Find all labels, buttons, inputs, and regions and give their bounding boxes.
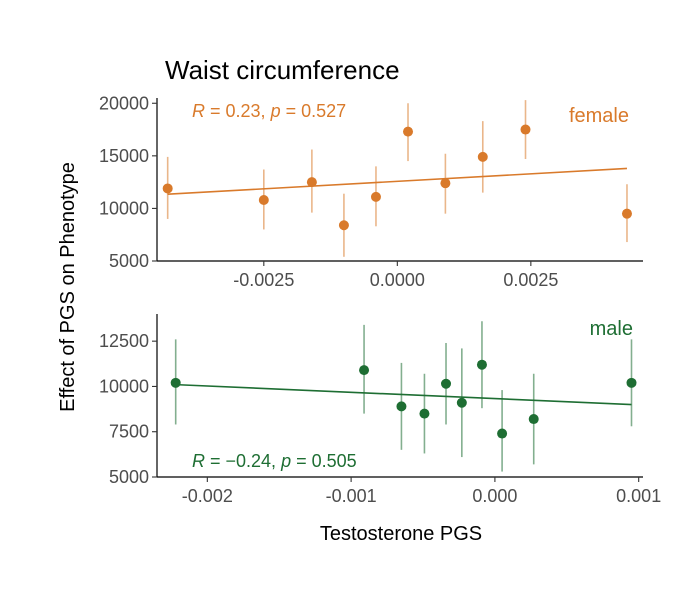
stat-annotation: R = 0.23, p = 0.527: [192, 101, 346, 121]
stat-value: = 0.23,: [205, 101, 271, 121]
data-point: [370, 191, 381, 202]
data-point: [338, 220, 349, 231]
y-tick-label: 5000: [109, 251, 149, 271]
stat-value: = 0.527: [281, 101, 347, 121]
regression-line: [175, 383, 632, 406]
data-point: [419, 408, 430, 419]
y-tick-label: 12500: [99, 331, 149, 351]
data-point: [258, 195, 269, 206]
stat-value: = 0.505: [291, 451, 357, 471]
data-point: [396, 401, 407, 412]
stat-symbol: p: [280, 451, 291, 471]
y-axis-title: Effect of PGS on Phenotype: [57, 162, 79, 412]
stat-symbol: R: [192, 451, 205, 471]
x-tick-label: 0.001: [616, 486, 661, 506]
stat-annotation: R = −0.24, p = 0.505: [192, 451, 357, 471]
data-point: [497, 428, 508, 439]
x-tick-label: 0.000: [472, 486, 517, 506]
data-point: [170, 377, 181, 388]
panel-male: 5000 7500 10000 12500 -0.002 -0.001 0.000 0.001…: [99, 314, 661, 506]
x-tick-label: 0.0025: [503, 270, 558, 290]
data-point: [476, 359, 487, 370]
data-point: [306, 177, 317, 188]
x-tick-label: 0.0000: [370, 270, 425, 290]
stat-value: = −0.24,: [205, 451, 281, 471]
data-point: [162, 183, 173, 194]
x-axis-title: Testosterone PGS: [320, 523, 482, 545]
data-point: [626, 377, 637, 388]
panel-label: male: [590, 318, 633, 340]
panel-label: female: [569, 105, 629, 127]
stat-symbol: p: [270, 101, 281, 121]
chart-title: Waist circumference: [165, 55, 400, 85]
data-point: [528, 414, 539, 425]
y-tick-label: 5000: [109, 467, 149, 487]
x-tick-label: -0.0025: [233, 270, 294, 290]
y-tick-label: 7500: [109, 422, 149, 442]
x-tick-label: -0.001: [326, 486, 377, 506]
panel-female: 5000 10000 15000 20000 -0.0025 0.0000 0.0025 R …: [99, 93, 643, 290]
data-point: [456, 397, 467, 408]
stat-symbol: R: [192, 101, 205, 121]
y-tick-label: 10000: [99, 198, 149, 218]
data-point: [441, 378, 452, 389]
x-tick-label: -0.002: [182, 486, 233, 506]
data-point: [520, 124, 531, 135]
y-tick-label: 20000: [99, 93, 149, 113]
panels: 5000 10000 15000 20000 -0.0025 0.0000 0.0025 R …: [99, 93, 661, 506]
data-point: [440, 178, 451, 189]
data-point: [359, 365, 370, 376]
data-point: [477, 151, 488, 162]
y-tick-label: 15000: [99, 146, 149, 166]
y-tick-label: 10000: [99, 376, 149, 396]
regression-line: [167, 167, 628, 196]
data-point: [621, 208, 632, 219]
data-point: [403, 126, 414, 137]
